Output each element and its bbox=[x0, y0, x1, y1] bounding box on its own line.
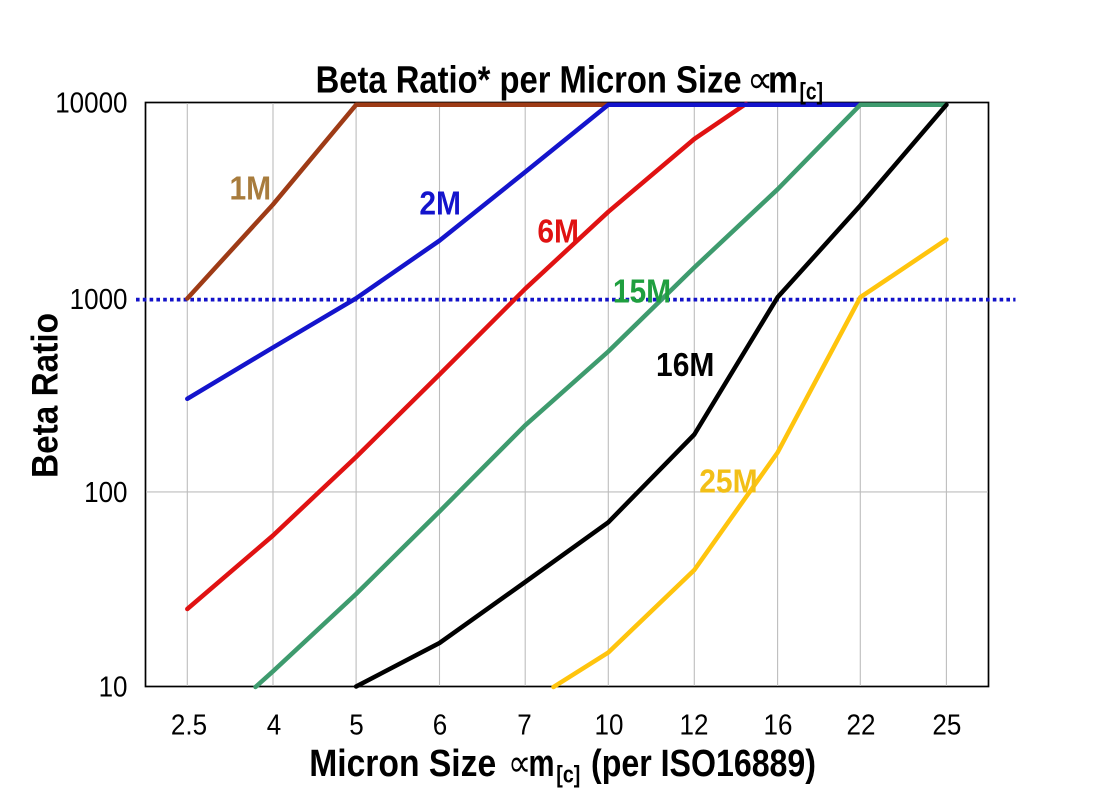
svg-text:∝: ∝ bbox=[508, 742, 531, 784]
svg-text:Micron Size: Micron Size bbox=[309, 742, 496, 784]
svg-text:Beta Ratio: Beta Ratio bbox=[25, 313, 66, 478]
svg-text:100: 100 bbox=[84, 476, 127, 508]
svg-text:1000: 1000 bbox=[70, 283, 128, 315]
svg-text:Beta Ratio* per Micron Size: Beta Ratio* per Micron Size bbox=[316, 59, 742, 101]
svg-text:[c]: [c] bbox=[800, 78, 824, 105]
svg-text:22: 22 bbox=[847, 708, 876, 740]
svg-text:m: m bbox=[768, 59, 798, 101]
svg-text:10000: 10000 bbox=[55, 87, 127, 119]
svg-text:10: 10 bbox=[99, 671, 128, 703]
svg-text:10: 10 bbox=[595, 708, 624, 740]
svg-text:∝: ∝ bbox=[747, 59, 773, 101]
svg-text:16: 16 bbox=[764, 708, 793, 740]
svg-text:16M: 16M bbox=[656, 346, 714, 384]
svg-text:2.5: 2.5 bbox=[171, 708, 207, 740]
svg-text:25M: 25M bbox=[699, 462, 757, 500]
svg-text:[c]: [c] bbox=[556, 761, 580, 788]
svg-text:12: 12 bbox=[680, 708, 709, 740]
svg-text:15M: 15M bbox=[613, 272, 671, 310]
svg-text:6M: 6M bbox=[537, 212, 579, 250]
svg-text:(per ISO16889): (per ISO16889) bbox=[591, 742, 816, 784]
svg-text:m: m bbox=[529, 742, 555, 784]
svg-text:5: 5 bbox=[349, 708, 363, 740]
svg-text:1M: 1M bbox=[229, 169, 271, 207]
svg-text:6: 6 bbox=[433, 708, 447, 740]
svg-text:4: 4 bbox=[267, 708, 281, 740]
svg-text:25: 25 bbox=[932, 708, 961, 740]
svg-text:7: 7 bbox=[517, 708, 531, 740]
svg-text:2M: 2M bbox=[419, 184, 461, 222]
